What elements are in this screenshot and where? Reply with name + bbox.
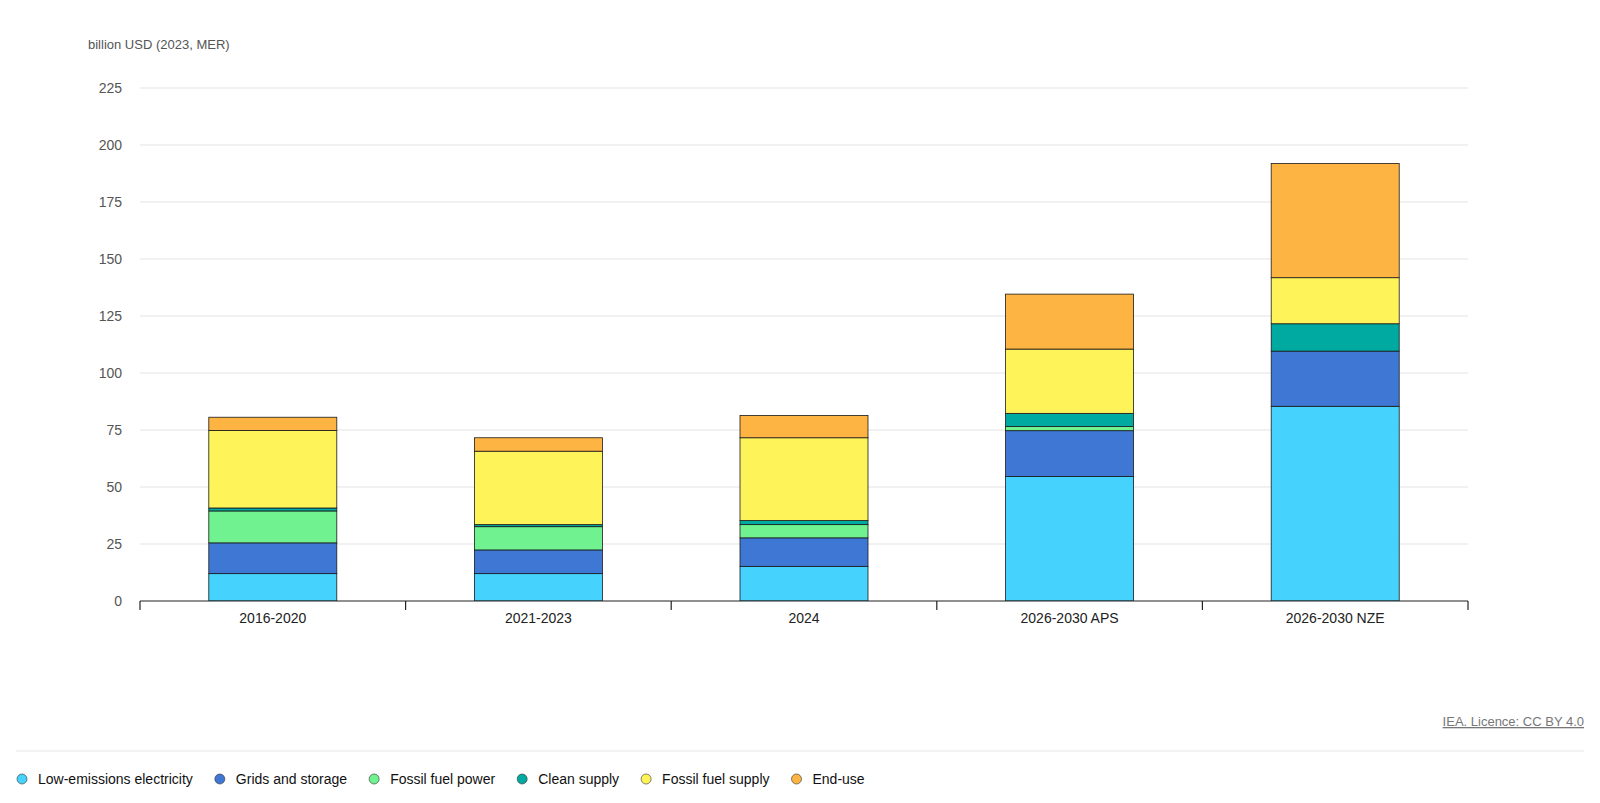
bar-segment xyxy=(1271,406,1399,601)
bar-segment xyxy=(474,574,602,601)
chart: billion USD (2023, MER) 0 25 50 75 100 125 150 1… xyxy=(0,0,1600,803)
grid-line xyxy=(140,145,1468,146)
bar-segment xyxy=(1271,278,1399,324)
legend-swatch xyxy=(792,774,802,784)
bar-segment xyxy=(1006,294,1134,349)
y-axis-label: billion USD (2023, MER) xyxy=(88,37,230,52)
bar-segment xyxy=(740,438,868,521)
legend-label: Low-emissions electricity xyxy=(38,771,193,787)
y-tick-label: 25 xyxy=(106,536,122,552)
x-tick xyxy=(936,601,937,610)
bar-segment xyxy=(740,415,868,437)
grid-line xyxy=(140,88,1468,89)
bar-segment xyxy=(474,550,602,574)
y-tick-label: 150 xyxy=(99,251,123,267)
legend-label: Grids and storage xyxy=(236,771,347,787)
grid-line xyxy=(140,202,1468,203)
x-tick xyxy=(405,601,406,610)
bar-segment xyxy=(474,438,602,451)
separator xyxy=(16,751,1584,752)
bar-segment xyxy=(1271,351,1399,406)
bar-segment xyxy=(1006,427,1134,431)
y-tick-label: 225 xyxy=(99,80,123,96)
x-tick xyxy=(1202,601,1203,610)
legend-label: End-use xyxy=(813,771,865,787)
legend-label: Fossil fuel supply xyxy=(662,771,769,787)
y-tick-label: 175 xyxy=(99,194,123,210)
grid-line xyxy=(140,316,1468,317)
bar-segment xyxy=(209,543,337,574)
x-tick xyxy=(139,601,140,610)
x-axis-line xyxy=(140,600,1468,601)
bar-segment xyxy=(1271,324,1399,351)
bar-segment xyxy=(740,566,868,601)
x-tick-label: 2024 xyxy=(788,610,819,626)
x-tick-label: 2016-2020 xyxy=(239,610,306,626)
x-tick-label: 2021-2023 xyxy=(505,610,572,626)
legend-swatch xyxy=(17,774,27,784)
x-tick-label: 2026-2030 APS xyxy=(1021,610,1119,626)
bar-segment xyxy=(209,574,337,601)
legend-swatch xyxy=(641,774,651,784)
bars xyxy=(209,163,1399,601)
legend-label: Fossil fuel power xyxy=(390,771,495,787)
bar-segment xyxy=(740,525,868,538)
bar-segment xyxy=(1006,413,1134,426)
bar-segment xyxy=(209,430,337,508)
grid-line xyxy=(140,373,1468,374)
source: IEA. Licence: CC BY 4.0 xyxy=(1443,714,1584,729)
x-tick xyxy=(1467,601,1468,610)
y-tick-label: 125 xyxy=(99,308,123,324)
y-tick-label: 75 xyxy=(106,422,122,438)
y-tick-label: 0 xyxy=(114,593,122,609)
bar-segment xyxy=(1006,349,1134,413)
bar-segment xyxy=(209,511,337,543)
legend-swatch xyxy=(517,774,527,784)
grid-line xyxy=(140,259,1468,260)
y-tick-label: 100 xyxy=(99,365,123,381)
bar-segment xyxy=(209,417,337,430)
x-tick xyxy=(671,601,672,610)
bar-segment xyxy=(1006,431,1134,477)
x-tick-label: 2026-2030 NZE xyxy=(1286,610,1385,626)
legend-label: Clean supply xyxy=(538,771,619,787)
bar-segment xyxy=(740,521,868,525)
bar-segment xyxy=(474,527,602,550)
bar-segment xyxy=(1006,477,1134,601)
bar-segment xyxy=(209,508,337,511)
legend-swatch xyxy=(369,774,379,784)
bar-segment xyxy=(1271,163,1399,277)
bar-segment xyxy=(474,451,602,524)
y-tick-label: 200 xyxy=(99,137,123,153)
bar-segment xyxy=(740,538,868,567)
y-tick-label: 50 xyxy=(106,479,122,495)
legend-swatch xyxy=(215,774,225,784)
